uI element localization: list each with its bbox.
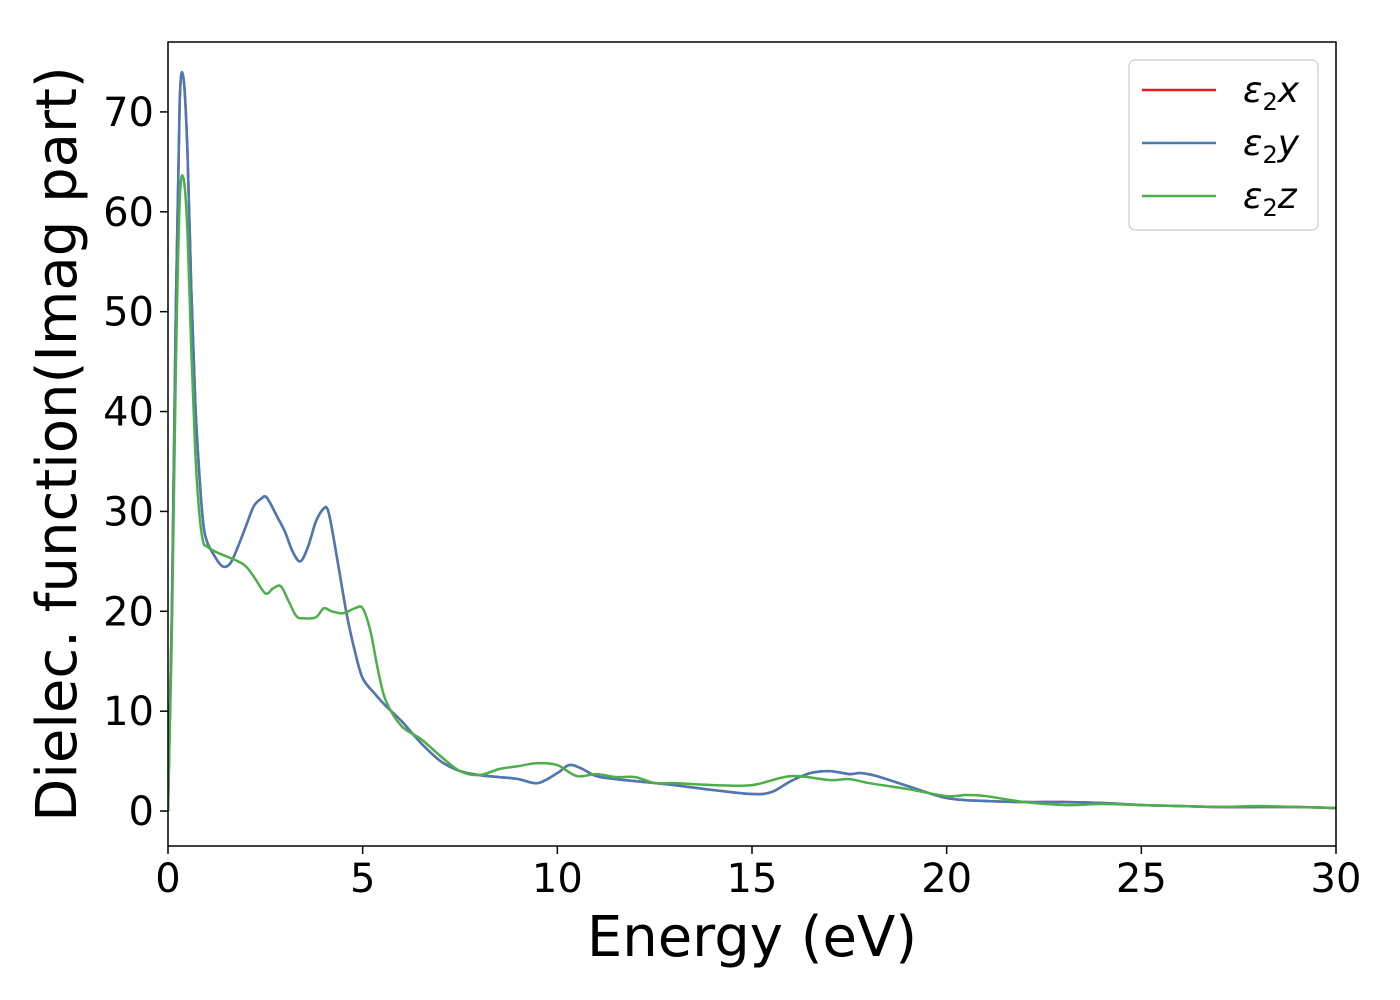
x-axis-title: Energy (eV) — [587, 905, 917, 970]
x-axis-ticks: 0 5 10 15 20 25 30 — [155, 846, 1361, 902]
legend: ε2x ε2y ε2z — [1128, 59, 1319, 231]
series-layer — [168, 71, 1336, 812]
x-tick-label: 5 — [350, 856, 375, 902]
y-tick-label: 20 — [103, 589, 154, 635]
y-tick-label: 60 — [103, 190, 154, 236]
y-tick-label: 0 — [129, 789, 154, 835]
y-tick-label: 50 — [103, 290, 154, 336]
x-tick-label: 25 — [1116, 856, 1167, 902]
y-tick-label: 40 — [103, 390, 154, 436]
series-line-z — [168, 174, 1336, 812]
x-tick-label: 15 — [727, 856, 778, 902]
legend-label-z: ε2z — [1243, 176, 1298, 222]
series-line-y — [168, 71, 1336, 812]
legend-label-y: ε2y — [1243, 123, 1300, 169]
legend-label-x: ε2x — [1243, 70, 1300, 116]
y-axis-title: Dielec. function(Imag part) — [25, 66, 90, 822]
legend-box — [1128, 59, 1319, 231]
y-tick-label: 30 — [103, 489, 154, 535]
x-tick-label: 20 — [921, 856, 972, 902]
y-axis-ticks: 0 10 20 30 40 50 60 70 — [103, 90, 168, 835]
y-tick-label: 70 — [103, 90, 154, 136]
y-tick-label: 10 — [103, 689, 154, 735]
x-tick-label: 10 — [532, 856, 583, 902]
x-tick-label: 0 — [155, 856, 180, 902]
x-tick-label: 30 — [1311, 856, 1362, 902]
